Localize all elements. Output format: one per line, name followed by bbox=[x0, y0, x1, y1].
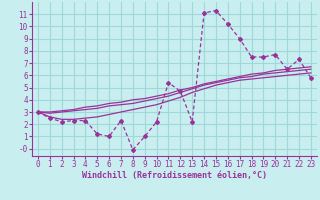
X-axis label: Windchill (Refroidissement éolien,°C): Windchill (Refroidissement éolien,°C) bbox=[82, 171, 267, 180]
